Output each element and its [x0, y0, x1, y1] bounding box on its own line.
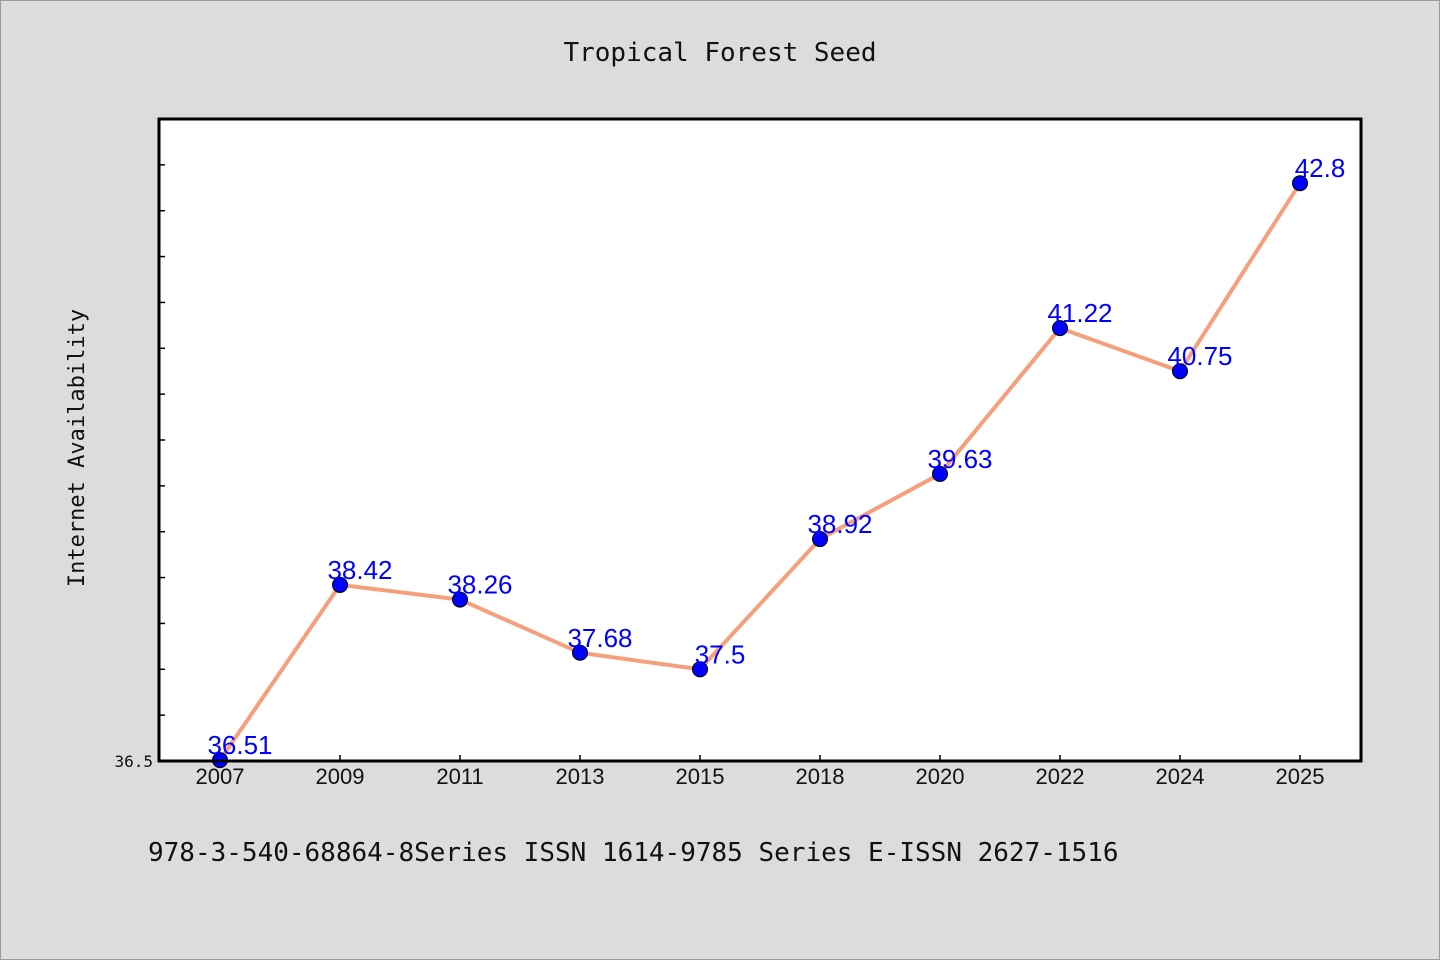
data-label: 38.26 [447, 570, 512, 600]
data-point-marker [692, 661, 708, 678]
data-label: 38.92 [807, 509, 872, 539]
data-point-marker [572, 644, 588, 661]
x-tick-label: 2015 [676, 764, 725, 789]
x-tick-label: 2013 [556, 764, 605, 789]
y-axis-ticks: 36.5 [114, 118, 165, 771]
y-tick-label: 36.5 [114, 752, 153, 771]
data-point-marker [1292, 175, 1308, 192]
data-point-marker [452, 591, 468, 608]
data-point-marker [1172, 363, 1188, 380]
data-label: 41.22 [1047, 298, 1112, 328]
data-markers [212, 175, 1308, 769]
data-point-marker [1052, 320, 1068, 337]
x-tick-label: 2024 [1156, 764, 1205, 789]
data-point-marker [812, 531, 828, 548]
data-label: 39.63 [927, 444, 992, 474]
y-axis-label: Internet Availability [65, 309, 90, 587]
data-label: 36.51 [207, 730, 272, 760]
data-point-marker [932, 465, 948, 482]
chart-title: Tropical Forest Seed [563, 38, 876, 68]
x-tick-label: 2020 [916, 764, 965, 789]
x-tick-label: 2025 [1276, 764, 1325, 789]
series-line [218, 181, 1302, 763]
data-label: 40.75 [1167, 341, 1232, 371]
plot-area [159, 119, 1361, 761]
data-label: 37.68 [567, 623, 632, 653]
data-label: 42.8 [1295, 153, 1346, 183]
footer-isbn-issn: 978-3-540-68864-8Series ISSN 1614-9785 S… [148, 838, 1119, 868]
x-tick-label: 2007 [196, 764, 245, 789]
x-tick-label: 2022 [1036, 764, 1085, 789]
x-axis-ticks: 2007 2009 2011 2013 2015 2018 2020 2022 2024 2025 [196, 755, 1325, 789]
data-point-marker [332, 576, 348, 593]
plot-border [157, 117, 1363, 763]
x-tick-label: 2011 [436, 764, 483, 789]
data-label: 37.5 [695, 639, 746, 669]
x-tick-label: 2009 [316, 764, 365, 789]
x-tick-label: 2018 [796, 764, 845, 789]
data-labels: 36.51 38.42 38.26 37.68 37.5 38.92 39.63 41.22 4… [207, 153, 1345, 760]
data-label: 38.42 [327, 555, 392, 585]
